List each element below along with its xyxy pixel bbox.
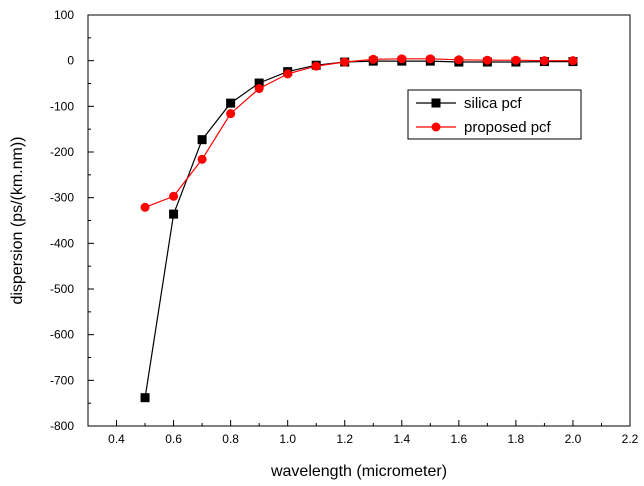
data-point	[397, 54, 407, 64]
data-point	[425, 54, 435, 64]
x-tick-label: 1.0	[279, 432, 296, 446]
data-point	[368, 54, 378, 64]
legend-marker	[431, 98, 441, 108]
y-tick-label: -300	[50, 191, 74, 205]
x-tick-label: 2.0	[565, 432, 582, 446]
y-tick-label: 100	[54, 8, 74, 22]
series-line	[144, 60, 573, 398]
data-point	[283, 69, 293, 79]
legend-marker	[431, 122, 441, 132]
data-point	[539, 56, 549, 66]
legend-label: proposed pcf	[464, 119, 552, 136]
series-line	[144, 58, 573, 208]
data-point	[140, 202, 150, 212]
x-tick-label: 0.8	[222, 432, 239, 446]
plot-frame	[87, 14, 631, 427]
y-tick-label: -600	[50, 328, 74, 342]
x-tick-label: 0.6	[165, 432, 182, 446]
data-point	[197, 154, 207, 164]
y-tick-label: -400	[50, 236, 74, 250]
data-point	[140, 393, 150, 403]
data-point	[254, 78, 264, 88]
data-point	[169, 191, 179, 201]
data-point	[482, 55, 492, 65]
data-point	[197, 135, 207, 145]
axes: 0.4 0.6 0.8 1.0 1.2 1.4 1.6 1.8 2.0 2.2 100 0 -100 -2…	[50, 8, 639, 446]
x-axis-title: wavelength (micrometer)	[270, 463, 447, 480]
y-tick-label: 0	[67, 54, 74, 68]
data-point	[254, 84, 264, 94]
x-tick-label: 2.2	[622, 432, 639, 446]
data-point	[311, 61, 321, 71]
series-layer	[140, 54, 578, 403]
data-point	[226, 109, 236, 119]
data-point	[511, 55, 521, 65]
data-point	[340, 57, 350, 67]
y-axis-title: dispersion (ps/(km.nm))	[9, 136, 26, 304]
x-tick-label: 1.4	[393, 432, 410, 446]
x-tick-label: 1.8	[508, 432, 525, 446]
y-tick-label: -100	[50, 99, 74, 113]
y-tick-label: -800	[50, 419, 74, 433]
data-point	[226, 98, 236, 108]
data-point	[454, 55, 464, 65]
legend-label: silica pcf	[464, 95, 522, 112]
legend: silica pcf proposed pcf	[407, 89, 582, 140]
y-tick-label: -700	[50, 373, 74, 387]
series-proposed-pcf	[140, 54, 578, 212]
y-tick-label: -200	[50, 145, 74, 159]
data-point	[568, 56, 578, 66]
y-tick-label: -500	[50, 282, 74, 296]
x-tick-label: 1.6	[450, 432, 467, 446]
data-point	[169, 209, 179, 219]
x-tick-label: 0.4	[108, 432, 125, 446]
x-tick-label: 1.2	[336, 432, 353, 446]
